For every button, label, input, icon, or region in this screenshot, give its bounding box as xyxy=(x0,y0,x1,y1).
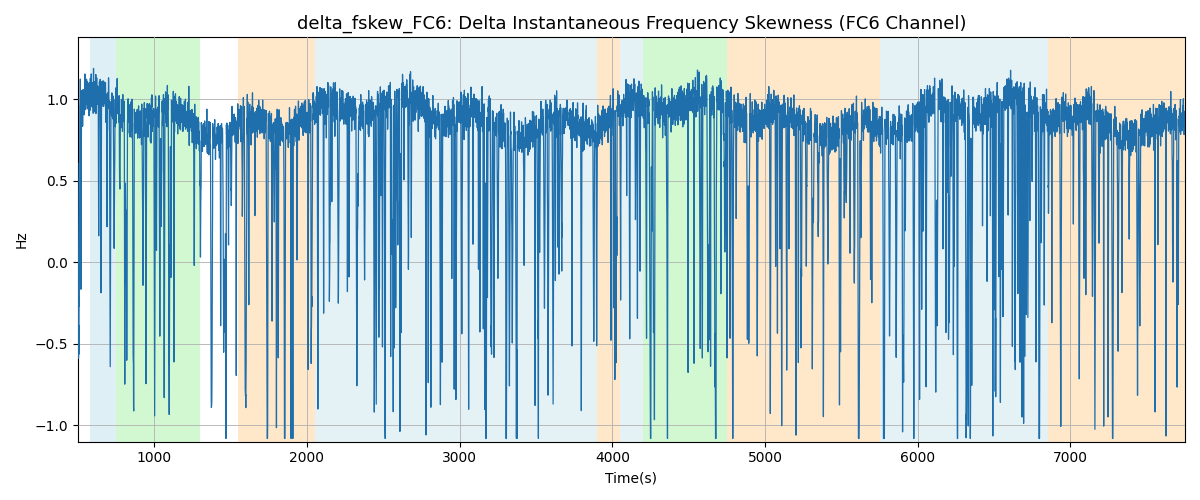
Bar xyxy=(620,38,643,442)
Bar xyxy=(598,38,620,442)
Title: delta_fskew_FC6: Delta Instantaneous Frequency Skewness (FC6 Channel): delta_fskew_FC6: Delta Instantaneous Fre… xyxy=(296,15,966,34)
Bar xyxy=(880,38,1048,442)
Y-axis label: Hz: Hz xyxy=(14,230,29,248)
Bar xyxy=(727,38,880,442)
Bar xyxy=(643,38,727,442)
Bar xyxy=(239,38,314,442)
Bar xyxy=(1048,38,1186,442)
X-axis label: Time(s): Time(s) xyxy=(606,471,658,485)
Bar xyxy=(90,38,116,442)
Bar xyxy=(314,38,598,442)
Bar xyxy=(116,38,200,442)
